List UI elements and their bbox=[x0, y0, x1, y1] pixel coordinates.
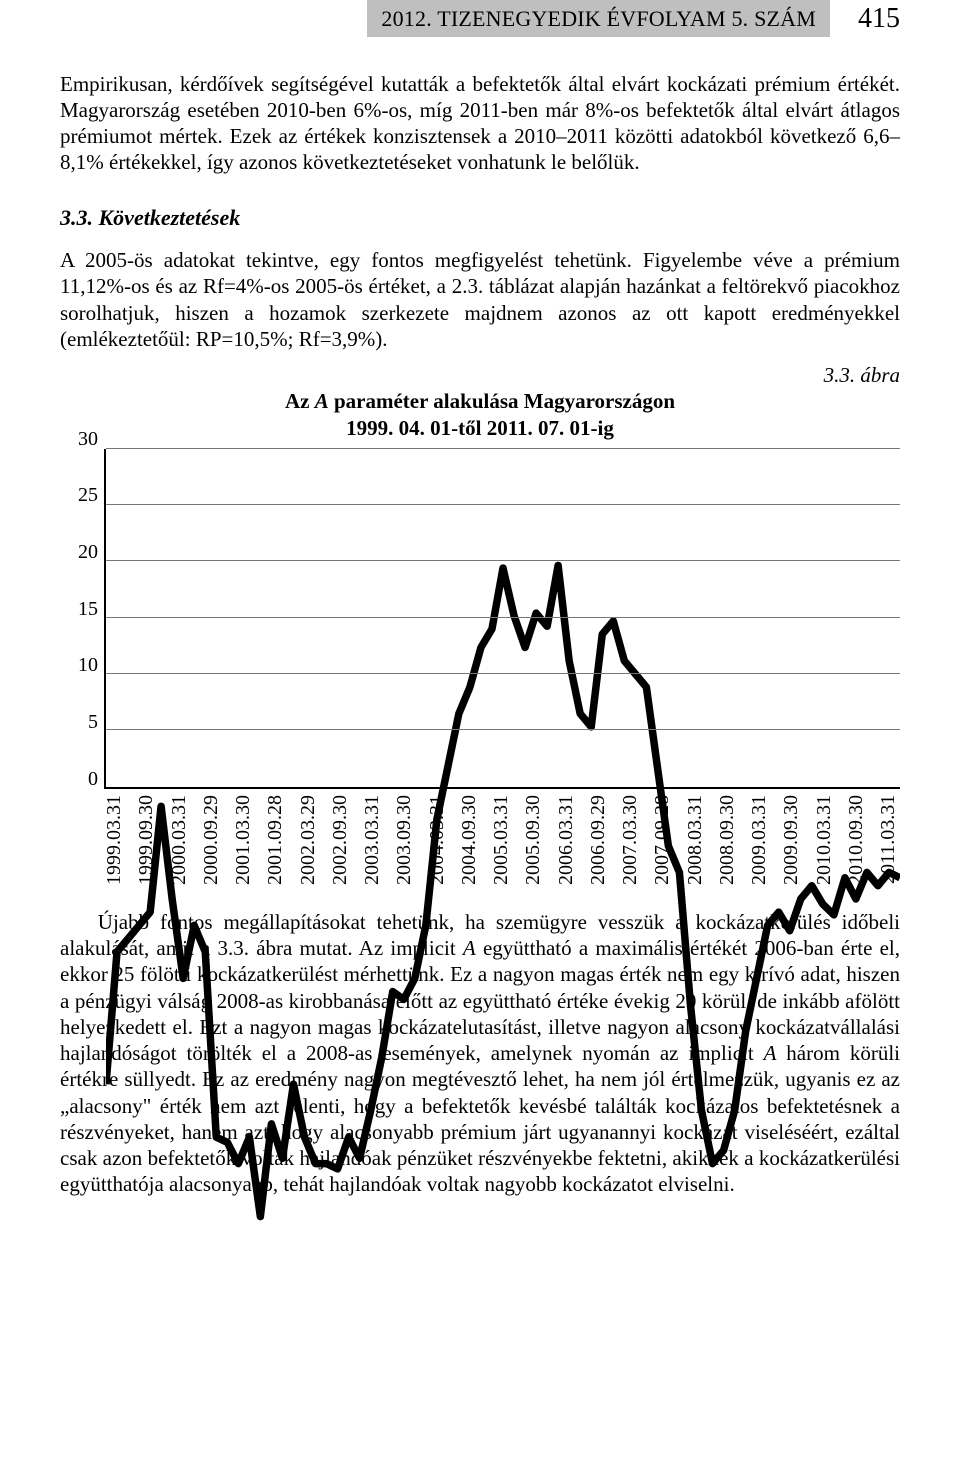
x-tick-label: 2010.09.30 bbox=[846, 795, 868, 885]
x-tick-label: 2007.09.28 bbox=[652, 795, 674, 885]
figure-title-pre: Az bbox=[285, 389, 315, 413]
x-tick-label: 2003.03.31 bbox=[362, 795, 384, 885]
page: 2012. TIZENEGYEDIK ÉVFOLYAM 5. SZÁM 415 … bbox=[0, 0, 960, 1457]
x-tick-label: 2011.03.31 bbox=[878, 795, 900, 885]
x-tick-label: 2003.09.30 bbox=[394, 795, 416, 885]
x-tick-label: 1999.09.30 bbox=[136, 795, 158, 885]
x-tick-label: 2002.03.29 bbox=[298, 795, 320, 885]
chart-area: 302520151050 bbox=[60, 449, 900, 789]
running-header: 2012. TIZENEGYEDIK ÉVFOLYAM 5. SZÁM 415 bbox=[0, 0, 960, 37]
section-heading: 3.3. Következtetések bbox=[60, 204, 900, 232]
x-tick-label: 2006.03.31 bbox=[556, 795, 578, 885]
gridline bbox=[106, 560, 900, 561]
x-tick-label: 2006.09.29 bbox=[588, 795, 610, 885]
gridline bbox=[106, 504, 900, 505]
figure-title-post: paraméter alakulása Magyarországon bbox=[329, 389, 675, 413]
x-tick-label: 2008.09.30 bbox=[717, 795, 739, 885]
gridline bbox=[106, 617, 900, 618]
x-tick-label: 2004.03.31 bbox=[427, 795, 449, 885]
gridline bbox=[106, 673, 900, 674]
x-tick-label: 2010.03.31 bbox=[814, 795, 836, 885]
chart-plot-area bbox=[104, 449, 900, 789]
line-chart: 302520151050 1999.03.31 1999.09.30 2000.03… bbox=[60, 449, 900, 885]
figure-title: Az A paraméter alakulása Magyarországon bbox=[60, 388, 900, 414]
x-tick-label: 2004.09.30 bbox=[459, 795, 481, 885]
gridline bbox=[106, 729, 900, 730]
x-tick-label: 2008.03.31 bbox=[685, 795, 707, 885]
x-tick-label: 2000.09.29 bbox=[201, 795, 223, 885]
x-tick-label: 2007.03.30 bbox=[620, 795, 642, 885]
x-tick-label: 2001.03.30 bbox=[233, 795, 255, 885]
y-axis: 302520151050 bbox=[60, 449, 104, 789]
gridline bbox=[106, 448, 900, 449]
x-tick-label: 2002.09.30 bbox=[330, 795, 352, 885]
figure-subtitle: 1999. 04. 01-től 2011. 07. 01-ig bbox=[60, 415, 900, 441]
running-title: 2012. TIZENEGYEDIK ÉVFOLYAM 5. SZÁM bbox=[367, 0, 830, 37]
figure-title-ital: A bbox=[315, 389, 329, 413]
figure-reference: 3.3. ábra bbox=[60, 362, 900, 388]
x-tick-label: 2009.03.31 bbox=[749, 795, 771, 885]
page-number: 415 bbox=[858, 1, 900, 36]
x-tick-label: 2009.09.30 bbox=[781, 795, 803, 885]
x-tick-label: 2005.03.31 bbox=[491, 795, 513, 885]
paragraph-1: Empirikusan, kérdőívek segítségével kuta… bbox=[60, 71, 900, 176]
x-tick-label: 2000.03.31 bbox=[169, 795, 191, 885]
x-tick-label: 2005.09.30 bbox=[523, 795, 545, 885]
x-tick-label: 1999.03.31 bbox=[104, 795, 126, 885]
x-tick-label: 2001.09.28 bbox=[265, 795, 287, 885]
paragraph-2: A 2005-ös adatokat tekintve, egy fontos … bbox=[60, 247, 900, 352]
